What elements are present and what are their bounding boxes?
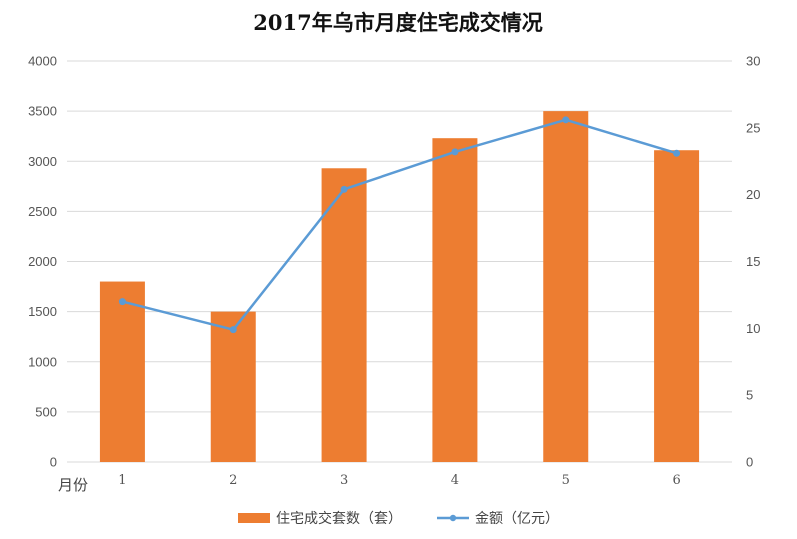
left-tick-label: 2000	[28, 254, 57, 269]
left-tick-label: 3500	[28, 104, 57, 119]
bar	[543, 111, 589, 462]
line-point	[451, 148, 459, 156]
line-series-path	[122, 118, 677, 331]
x-tick-label: 5	[562, 473, 570, 488]
left-tick-label: 1000	[28, 354, 57, 369]
left-tick-label: 4000	[28, 54, 57, 69]
line-point	[229, 326, 237, 334]
right-tick-label: 30	[746, 54, 760, 69]
right-tick-label: 5	[746, 388, 753, 403]
left-tick-label: 500	[35, 404, 57, 419]
right-tick-label: 10	[746, 321, 760, 336]
left-tick-label: 1500	[28, 304, 57, 319]
x-axis-label: 月份	[58, 476, 88, 494]
gridlines	[67, 60, 732, 463]
bar	[210, 311, 256, 462]
chart-title: 2017年乌市月度住宅成交情况	[253, 10, 542, 35]
line-point	[673, 149, 681, 157]
line-point	[118, 298, 126, 306]
x-tick-label: 6	[672, 473, 680, 488]
right-tick-label: 15	[746, 254, 760, 269]
line-point	[340, 185, 348, 193]
legend-swatch-marker	[449, 514, 457, 522]
x-tick-label: 2	[229, 473, 237, 488]
left-tick-label: 2500	[28, 204, 57, 219]
legend: 住宅成交套数（套） 金额（亿元）	[238, 510, 559, 527]
legend-swatch-bar	[238, 513, 270, 523]
left-tick-label: 0	[50, 455, 57, 470]
bar-series	[99, 111, 700, 462]
right-tick-label: 20	[746, 187, 760, 202]
right-tick-label: 25	[746, 120, 760, 135]
line-series	[118, 116, 681, 334]
x-tick-label: 3	[340, 473, 348, 488]
x-axis-ticks: 1 2 3 4 5 6	[118, 473, 680, 488]
bar	[321, 168, 367, 462]
left-tick-label: 3000	[28, 154, 57, 169]
right-tick-label: 0	[746, 455, 753, 470]
bar	[432, 138, 478, 462]
x-tick-label: 4	[451, 473, 459, 488]
legend-label-bar: 住宅成交套数（套）	[276, 510, 402, 527]
bar	[99, 281, 145, 462]
line-point	[562, 116, 570, 124]
left-axis-ticks: 0 500 1000 1500 2000 2500 3000 3500 4000	[28, 54, 57, 470]
legend-label-line: 金额（亿元）	[475, 511, 559, 527]
right-axis-ticks: 0 5 10 15 20 25 30	[746, 54, 760, 470]
bar	[654, 150, 700, 462]
x-tick-label: 1	[118, 473, 126, 488]
